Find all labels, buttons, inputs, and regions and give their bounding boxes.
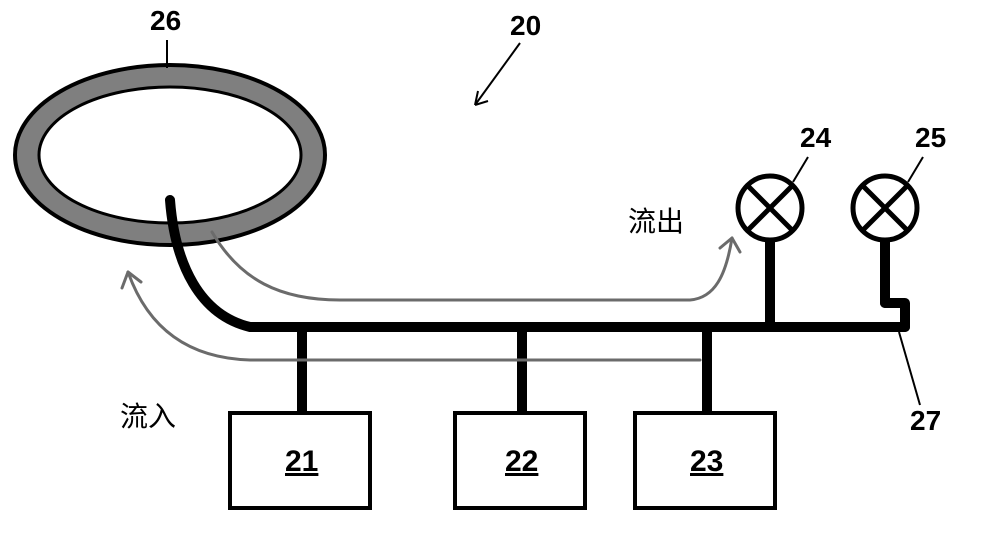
label-23: 23	[690, 445, 723, 479]
label-outflow: 流出	[628, 200, 684, 240]
valve-25	[853, 176, 917, 240]
label-20: 20	[510, 10, 541, 42]
label-24: 24	[800, 122, 831, 154]
label-25: 25	[915, 122, 946, 154]
label-21: 21	[285, 445, 318, 479]
label-26: 26	[150, 5, 181, 37]
valve-24	[738, 176, 802, 240]
flow-arrows	[122, 232, 740, 360]
schematic-diagram	[0, 0, 1000, 548]
label-inflow: 流入	[120, 395, 176, 435]
label-22: 22	[505, 445, 538, 479]
label-27: 27	[910, 405, 941, 437]
